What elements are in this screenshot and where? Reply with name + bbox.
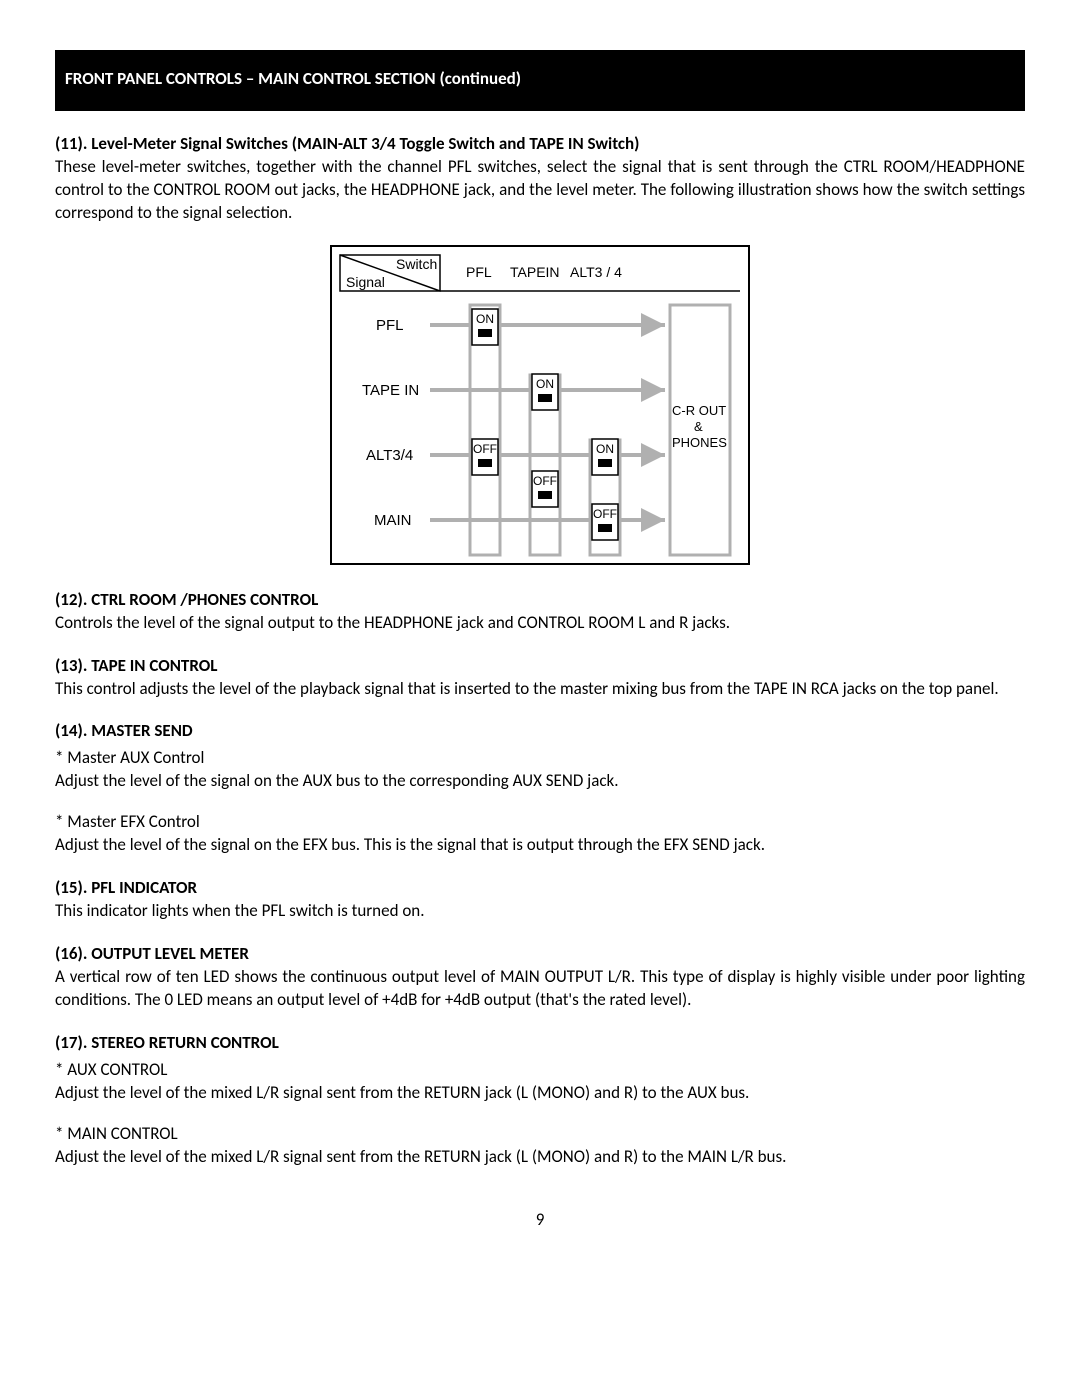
section-13-title: (13). TAPE IN CONTROL: [55, 655, 1025, 678]
section-header-text: FRONT PANEL CONTROLS – MAIN CONTROL SECT…: [65, 68, 521, 89]
signal-diagram-svg: Switch Signal PFL TAPEIN ALT3 / 4 PFL TA…: [330, 245, 750, 565]
svg-text:ALT3 / 4: ALT3 / 4: [570, 264, 622, 280]
svg-text:OFF: OFF: [533, 474, 557, 488]
svg-text:TAPE IN: TAPE IN: [362, 382, 419, 399]
section-15-title: (15). PFL INDICATOR: [55, 877, 1025, 900]
svg-text:PFL: PFL: [376, 317, 404, 334]
svg-text:TAPEIN: TAPEIN: [510, 264, 560, 280]
svg-text:ALT3/4: ALT3/4: [366, 447, 413, 464]
section-11-body: These level-meter switches, together wit…: [55, 156, 1025, 225]
signal-diagram: Switch Signal PFL TAPEIN ALT3 / 4 PFL TA…: [55, 245, 1025, 565]
svg-text:C-R OUT: C-R OUT: [672, 403, 726, 418]
section-14-sub2-label: * Master EFX Control: [55, 811, 1025, 834]
section-15-body: This indicator lights when the PFL switc…: [55, 900, 1025, 923]
svg-text:ON: ON: [596, 442, 614, 456]
section-12-body: Controls the level of the signal output …: [55, 612, 1025, 635]
section-13: (13). TAPE IN CONTROL This control adjus…: [55, 655, 1025, 701]
svg-text:OFF: OFF: [473, 442, 497, 456]
svg-text:MAIN: MAIN: [374, 512, 412, 529]
section-17-sub1-body: Adjust the level of the mixed L/R signal…: [55, 1082, 1025, 1105]
section-14-sub2-body: Adjust the level of the signal on the EF…: [55, 834, 1025, 857]
section-12-title: (12). CTRL ROOM /PHONES CONTROL: [55, 589, 1025, 612]
section-15: (15). PFL INDICATOR This indicator light…: [55, 877, 1025, 923]
section-14-sub1-body: Adjust the level of the signal on the AU…: [55, 770, 1025, 793]
section-14-title: (14). MASTER SEND: [55, 720, 1025, 743]
svg-text:ON: ON: [476, 312, 494, 326]
section-17-sub1-label: * AUX CONTROL: [55, 1059, 1025, 1082]
section-13-body: This control adjusts the level of the pl…: [55, 678, 1025, 701]
svg-text:Signal: Signal: [346, 274, 385, 290]
section-11: (11). Level-Meter Signal Switches (MAIN-…: [55, 133, 1025, 225]
section-16: (16). OUTPUT LEVEL METER A vertical row …: [55, 943, 1025, 1012]
svg-text:PFL: PFL: [466, 264, 492, 280]
svg-text:&: &: [694, 419, 703, 434]
section-17-title: (17). STEREO RETURN CONTROL: [55, 1032, 1025, 1055]
section-14-sub1-label: * Master AUX Control: [55, 747, 1025, 770]
svg-text:ON: ON: [536, 377, 554, 391]
section-17: (17). STEREO RETURN CONTROL * AUX CONTRO…: [55, 1032, 1025, 1169]
section-14: (14). MASTER SEND * Master AUX Control A…: [55, 720, 1025, 857]
section-17-sub2-body: Adjust the level of the mixed L/R signal…: [55, 1146, 1025, 1169]
section-17-sub2-label: * MAIN CONTROL: [55, 1123, 1025, 1146]
svg-text:Switch: Switch: [396, 256, 437, 272]
svg-text:PHONES: PHONES: [672, 435, 727, 450]
section-header: FRONT PANEL CONTROLS – MAIN CONTROL SECT…: [55, 50, 1025, 111]
section-16-body: A vertical row of ten LED shows the cont…: [55, 966, 1025, 1012]
section-12: (12). CTRL ROOM /PHONES CONTROL Controls…: [55, 589, 1025, 635]
section-11-title: (11). Level-Meter Signal Switches (MAIN-…: [55, 133, 1025, 156]
section-16-title: (16). OUTPUT LEVEL METER: [55, 943, 1025, 966]
svg-text:OFF: OFF: [593, 507, 617, 521]
page-number: 9: [55, 1209, 1025, 1232]
